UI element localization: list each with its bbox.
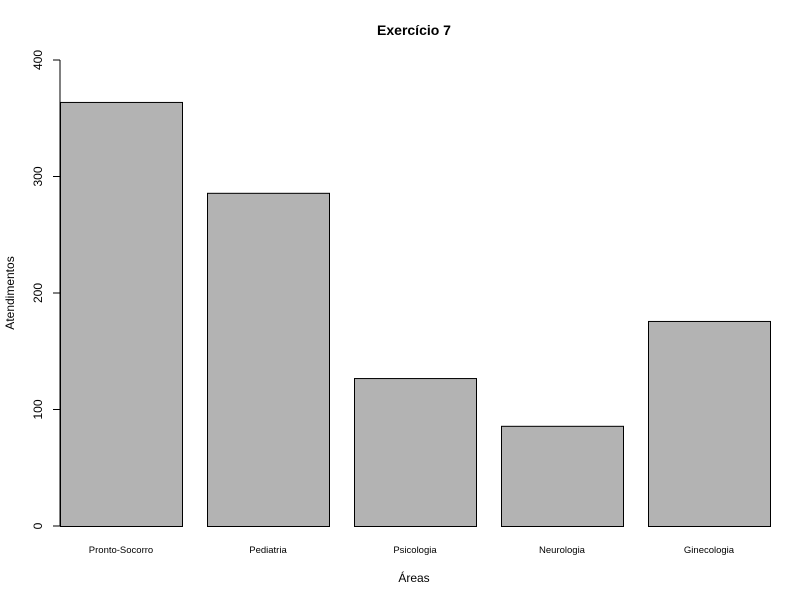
category-labels: Pronto-Socorro Pediatria Psicologia Neurolo… xyxy=(89,545,735,556)
category-label: Neurologia xyxy=(539,545,586,556)
y-tick-label: 300 xyxy=(31,166,45,186)
category-label: Pronto-Socorro xyxy=(89,545,153,556)
chart-title: Exercício 7 xyxy=(377,22,451,38)
bar-pronto-socorro xyxy=(60,101,183,527)
bar-ginecologia xyxy=(648,320,771,527)
x-axis-label: Áreas xyxy=(398,570,429,585)
category-label: Ginecologia xyxy=(684,545,735,556)
bar-psicologia xyxy=(354,378,477,528)
category-label: Psicologia xyxy=(393,545,437,556)
bars-group xyxy=(60,101,771,528)
y-tick-label: 400 xyxy=(31,50,45,70)
bar-pediatria xyxy=(207,192,330,527)
y-axis-label: Atendimentos xyxy=(3,256,17,329)
y-axis: 0 100 200 300 400 xyxy=(31,50,61,529)
y-tick-label: 0 xyxy=(31,522,45,529)
category-label: Pediatria xyxy=(249,545,287,556)
bar-neurologia xyxy=(501,425,624,527)
y-tick-label: 100 xyxy=(31,399,45,419)
y-tick-label: 200 xyxy=(31,283,45,303)
